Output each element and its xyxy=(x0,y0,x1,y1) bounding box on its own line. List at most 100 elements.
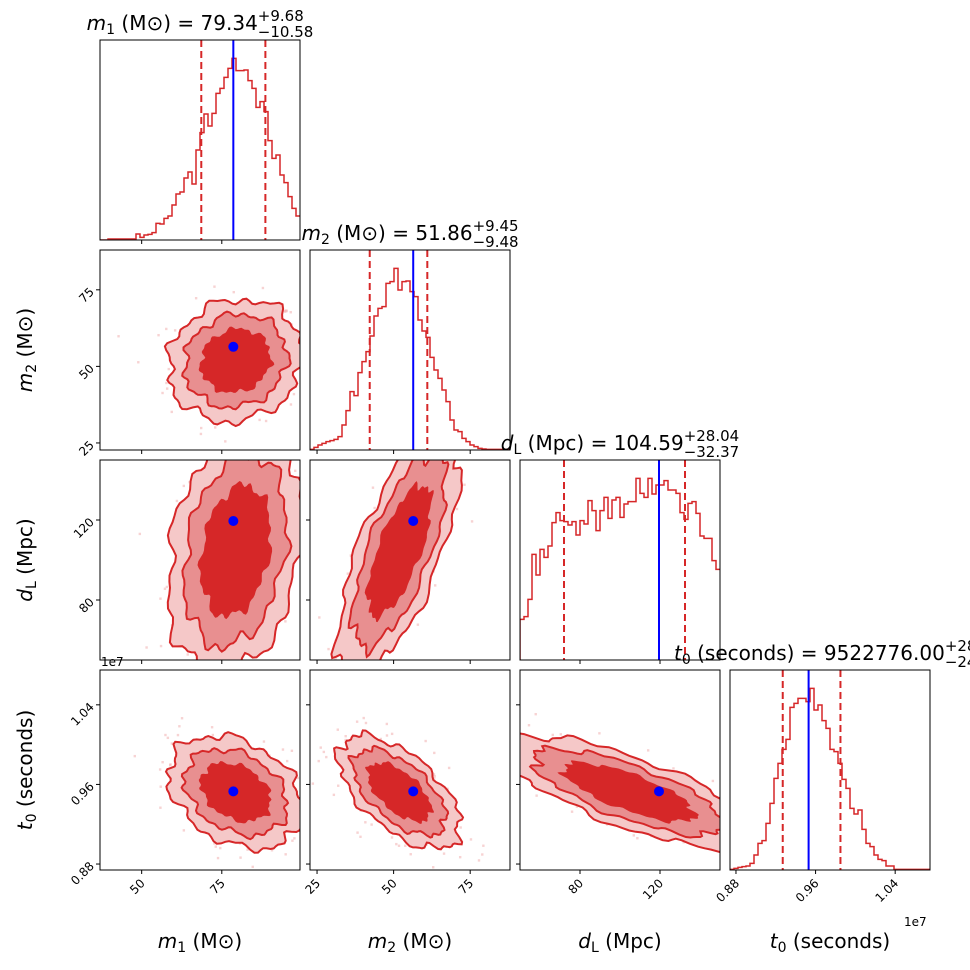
scatter-point xyxy=(404,844,407,847)
scatter-point xyxy=(145,646,148,649)
scatter-point xyxy=(355,684,357,686)
scatter-point xyxy=(362,677,364,679)
scatter-point xyxy=(310,670,312,672)
x-tick-label-dL: 80 xyxy=(565,876,586,897)
scatter-point xyxy=(179,702,181,704)
histogram-t0 xyxy=(730,687,930,870)
panel-t0-dL xyxy=(475,669,763,874)
contour-level-2 xyxy=(557,760,699,824)
label-subscript: 2 xyxy=(387,940,396,956)
scatter-point xyxy=(458,855,462,859)
title-subscript: L xyxy=(514,442,522,458)
scatter-point xyxy=(164,733,167,737)
label-symbol: m xyxy=(13,373,37,392)
scatter-point xyxy=(213,442,215,444)
scatter-point xyxy=(758,834,760,836)
scatter-point xyxy=(289,403,293,406)
truth-point xyxy=(408,516,419,526)
label-unit: (Mpc) xyxy=(13,518,37,581)
scatter-point xyxy=(322,750,326,754)
x-tick-label-m1: 75 xyxy=(207,876,228,897)
scatter-point xyxy=(262,740,266,743)
x-axis-label-m1: m1 (M⊙) xyxy=(158,929,242,956)
scatter-point xyxy=(336,728,339,731)
scatter-point xyxy=(264,419,268,423)
scatter-point xyxy=(646,749,650,752)
scatter-point xyxy=(465,418,467,420)
scatter-point xyxy=(433,775,436,778)
title-unit: (M⊙) xyxy=(330,221,386,245)
title-unit: (Mpc) xyxy=(521,431,584,455)
scatter-point xyxy=(166,736,170,740)
scatter-point xyxy=(200,426,203,430)
x-tick-label-m1: 50 xyxy=(127,876,148,897)
scatter-point xyxy=(332,672,334,674)
scatter-point xyxy=(224,440,227,443)
scatter-point xyxy=(379,737,382,741)
scatter-point xyxy=(159,806,162,809)
panel-content xyxy=(310,250,510,450)
title-symbol: m xyxy=(301,221,320,245)
scatter-point xyxy=(236,684,238,686)
scatter-point xyxy=(285,759,289,763)
scatter-point xyxy=(416,623,420,626)
scatter-point xyxy=(432,777,436,780)
scatter-point xyxy=(237,696,239,698)
scatter-point xyxy=(283,724,285,726)
scatter-point xyxy=(527,724,531,727)
x-tick-label-t0: 1.04 xyxy=(873,876,902,905)
label-symbol: d xyxy=(13,589,37,602)
scatter-point xyxy=(318,616,321,619)
scatter-point xyxy=(362,716,365,720)
panel-content xyxy=(318,418,474,688)
title-m2: m2 (M⊙) = 51.86+9.45 −9.48 xyxy=(301,217,518,251)
scatter-point xyxy=(711,779,715,783)
scatter-point xyxy=(158,740,160,742)
scatter-point xyxy=(258,418,261,422)
scatter-point xyxy=(455,507,459,511)
title-subscript: 0 xyxy=(682,652,691,668)
scatter-point xyxy=(397,844,401,847)
scatter-point xyxy=(239,856,242,859)
scatter-point xyxy=(311,836,313,838)
scatter-point xyxy=(190,696,192,698)
panel-content xyxy=(100,40,300,240)
panel-content xyxy=(730,670,930,870)
scatter-point xyxy=(477,859,481,862)
scatter-point xyxy=(327,647,330,651)
scatter-point xyxy=(446,787,449,791)
scatter-point xyxy=(165,327,168,331)
x-tick-label-t0: 0.96 xyxy=(793,876,822,905)
scatter-point xyxy=(475,757,477,759)
scatter-point xyxy=(323,781,325,783)
scatter-point xyxy=(244,426,246,428)
x-tick-label-dL: 120 xyxy=(640,876,666,902)
scatter-point xyxy=(432,773,436,776)
scatter-point xyxy=(761,813,763,815)
scatter-point xyxy=(221,716,223,718)
scatter-point xyxy=(219,846,222,850)
title-plus-error: +9.68 xyxy=(258,7,304,25)
scatter-point xyxy=(198,671,200,673)
scatter-point xyxy=(188,682,190,684)
scatter-point xyxy=(742,842,744,844)
scatter-point xyxy=(161,760,164,764)
title-plus-error: +287 xyxy=(945,637,970,655)
scatter-point xyxy=(516,731,518,733)
scatter-point xyxy=(158,768,162,771)
scatter-point xyxy=(165,387,169,390)
y-tick-label-t0: 0.88 xyxy=(68,859,97,888)
truth-point xyxy=(228,516,239,526)
scatter-point xyxy=(317,759,320,763)
label-unit: (seconds) xyxy=(13,710,37,814)
scatter-point xyxy=(356,831,359,834)
title-symbol: d xyxy=(501,431,514,455)
panel-content xyxy=(117,285,300,443)
scatter-point xyxy=(480,742,482,744)
truth-point xyxy=(228,786,239,797)
title-value: = 79.34 xyxy=(171,11,258,35)
label-symbol: m xyxy=(158,929,177,953)
scatter-point xyxy=(291,839,294,842)
scatter-point xyxy=(392,686,394,688)
scatter-point xyxy=(213,285,216,288)
